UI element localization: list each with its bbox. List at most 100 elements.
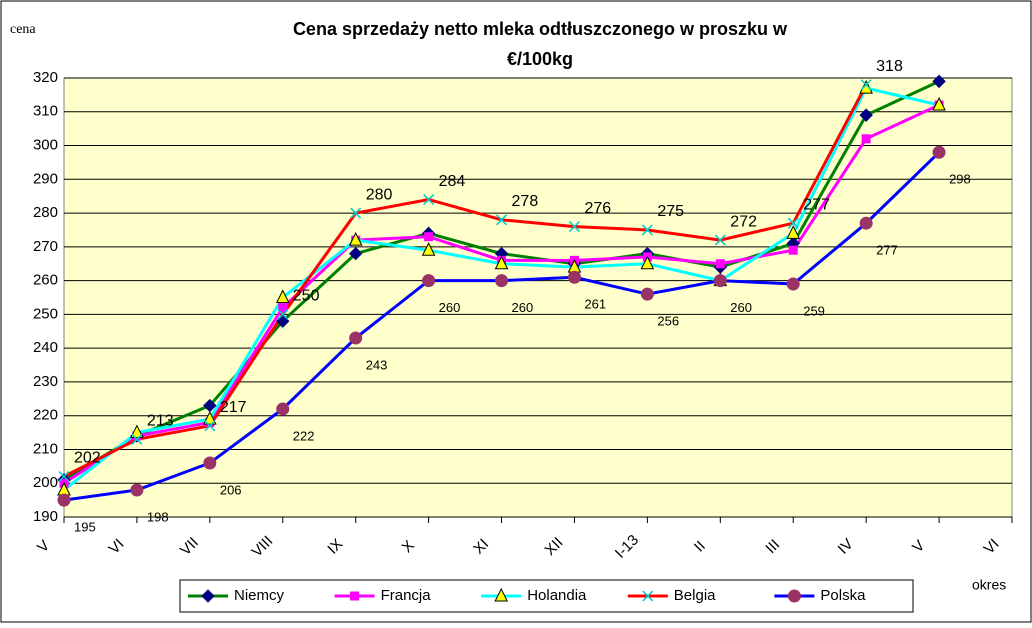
marker — [788, 245, 798, 255]
data-label: 250 — [293, 288, 320, 305]
marker — [203, 456, 217, 470]
marker — [713, 274, 727, 288]
marker — [787, 217, 799, 229]
marker — [57, 493, 71, 507]
marker — [130, 424, 144, 439]
marker — [496, 214, 508, 226]
data-label: 198 — [147, 509, 169, 524]
y-tick-label: 190 — [33, 508, 58, 525]
marker — [422, 274, 436, 288]
marker — [348, 246, 363, 261]
marker — [348, 231, 363, 246]
data-label: 260 — [512, 300, 534, 315]
data-label: 260 — [439, 300, 461, 315]
marker — [278, 303, 288, 313]
data-label: 260 — [730, 300, 752, 315]
y-tick-label: 280 — [33, 204, 58, 221]
legend-label: Francja — [381, 587, 432, 604]
y-tick-label: 210 — [33, 440, 58, 457]
x-axis-label: okres — [972, 577, 1006, 593]
marker — [201, 589, 215, 603]
y-tick-label: 270 — [33, 238, 58, 255]
data-label: 256 — [657, 314, 679, 329]
marker — [932, 96, 946, 111]
data-label: 298 — [949, 172, 971, 187]
marker — [130, 483, 144, 497]
marker — [495, 274, 509, 288]
y-axis-label: cena — [10, 22, 36, 37]
data-label: 217 — [220, 399, 247, 416]
data-label: 213 — [147, 413, 174, 430]
marker — [424, 232, 434, 242]
data-label: 284 — [439, 173, 466, 190]
marker — [641, 224, 653, 236]
series-markers — [57, 145, 946, 507]
marker — [642, 590, 654, 602]
data-label: 280 — [366, 186, 393, 203]
marker — [58, 470, 70, 483]
plot-area — [63, 77, 1013, 518]
y-tick-label: 250 — [33, 305, 58, 322]
marker — [640, 255, 655, 270]
marker — [787, 589, 801, 603]
marker — [859, 108, 873, 122]
marker — [932, 145, 946, 159]
data-label: 222 — [293, 428, 315, 443]
legend-label: Belgia — [674, 587, 716, 604]
marker — [861, 134, 871, 144]
marker — [932, 74, 946, 89]
marker — [203, 410, 217, 425]
y-tick-label: 200 — [33, 474, 58, 491]
marker — [423, 194, 435, 206]
marker — [494, 255, 509, 270]
marker — [275, 289, 290, 303]
marker — [714, 234, 726, 246]
data-label: 276 — [584, 200, 611, 217]
data-label: 261 — [584, 297, 606, 312]
y-tick-label: 220 — [33, 407, 58, 424]
marker — [421, 242, 436, 256]
y-tick-label: 230 — [33, 373, 58, 390]
marker — [350, 207, 362, 219]
marker — [568, 221, 580, 233]
data-label: 318 — [876, 58, 903, 75]
data-label: 202 — [74, 450, 101, 467]
y-tick-label: 260 — [33, 272, 58, 289]
data-label: 275 — [657, 203, 684, 220]
chart-title: Cena sprzedaży netto mleka odtłuszczoneg… — [293, 19, 788, 39]
marker — [786, 225, 801, 239]
data-label: 277 — [803, 196, 830, 213]
data-label: 259 — [803, 303, 825, 318]
marker — [859, 216, 873, 230]
data-label: 272 — [730, 213, 757, 230]
chart-title: €/100kg — [507, 49, 573, 69]
marker — [204, 420, 216, 432]
data-label: 243 — [366, 357, 388, 372]
y-tick-label: 300 — [33, 137, 58, 154]
data-label: 195 — [74, 520, 96, 535]
series-line — [63, 84, 868, 478]
marker — [349, 331, 363, 345]
legend-label: Holandia — [527, 587, 587, 604]
data-label: 277 — [876, 243, 898, 258]
data-label: 206 — [220, 482, 242, 497]
marker — [350, 591, 360, 601]
data-label: 278 — [512, 193, 539, 210]
marker — [640, 287, 654, 301]
legend-label: Niemcy — [234, 587, 285, 604]
marker — [277, 308, 289, 320]
marker — [494, 587, 509, 602]
y-tick-label: 290 — [33, 170, 58, 187]
marker — [786, 277, 800, 291]
series-markers — [58, 79, 872, 483]
marker — [860, 79, 872, 91]
legend-label: Polska — [820, 587, 866, 604]
marker — [276, 402, 290, 416]
y-tick-label: 240 — [33, 339, 58, 356]
y-tick-label: 310 — [33, 103, 58, 120]
marker — [567, 270, 581, 284]
marker — [131, 433, 143, 445]
marker — [715, 259, 725, 269]
y-tick-label: 320 — [33, 69, 58, 86]
